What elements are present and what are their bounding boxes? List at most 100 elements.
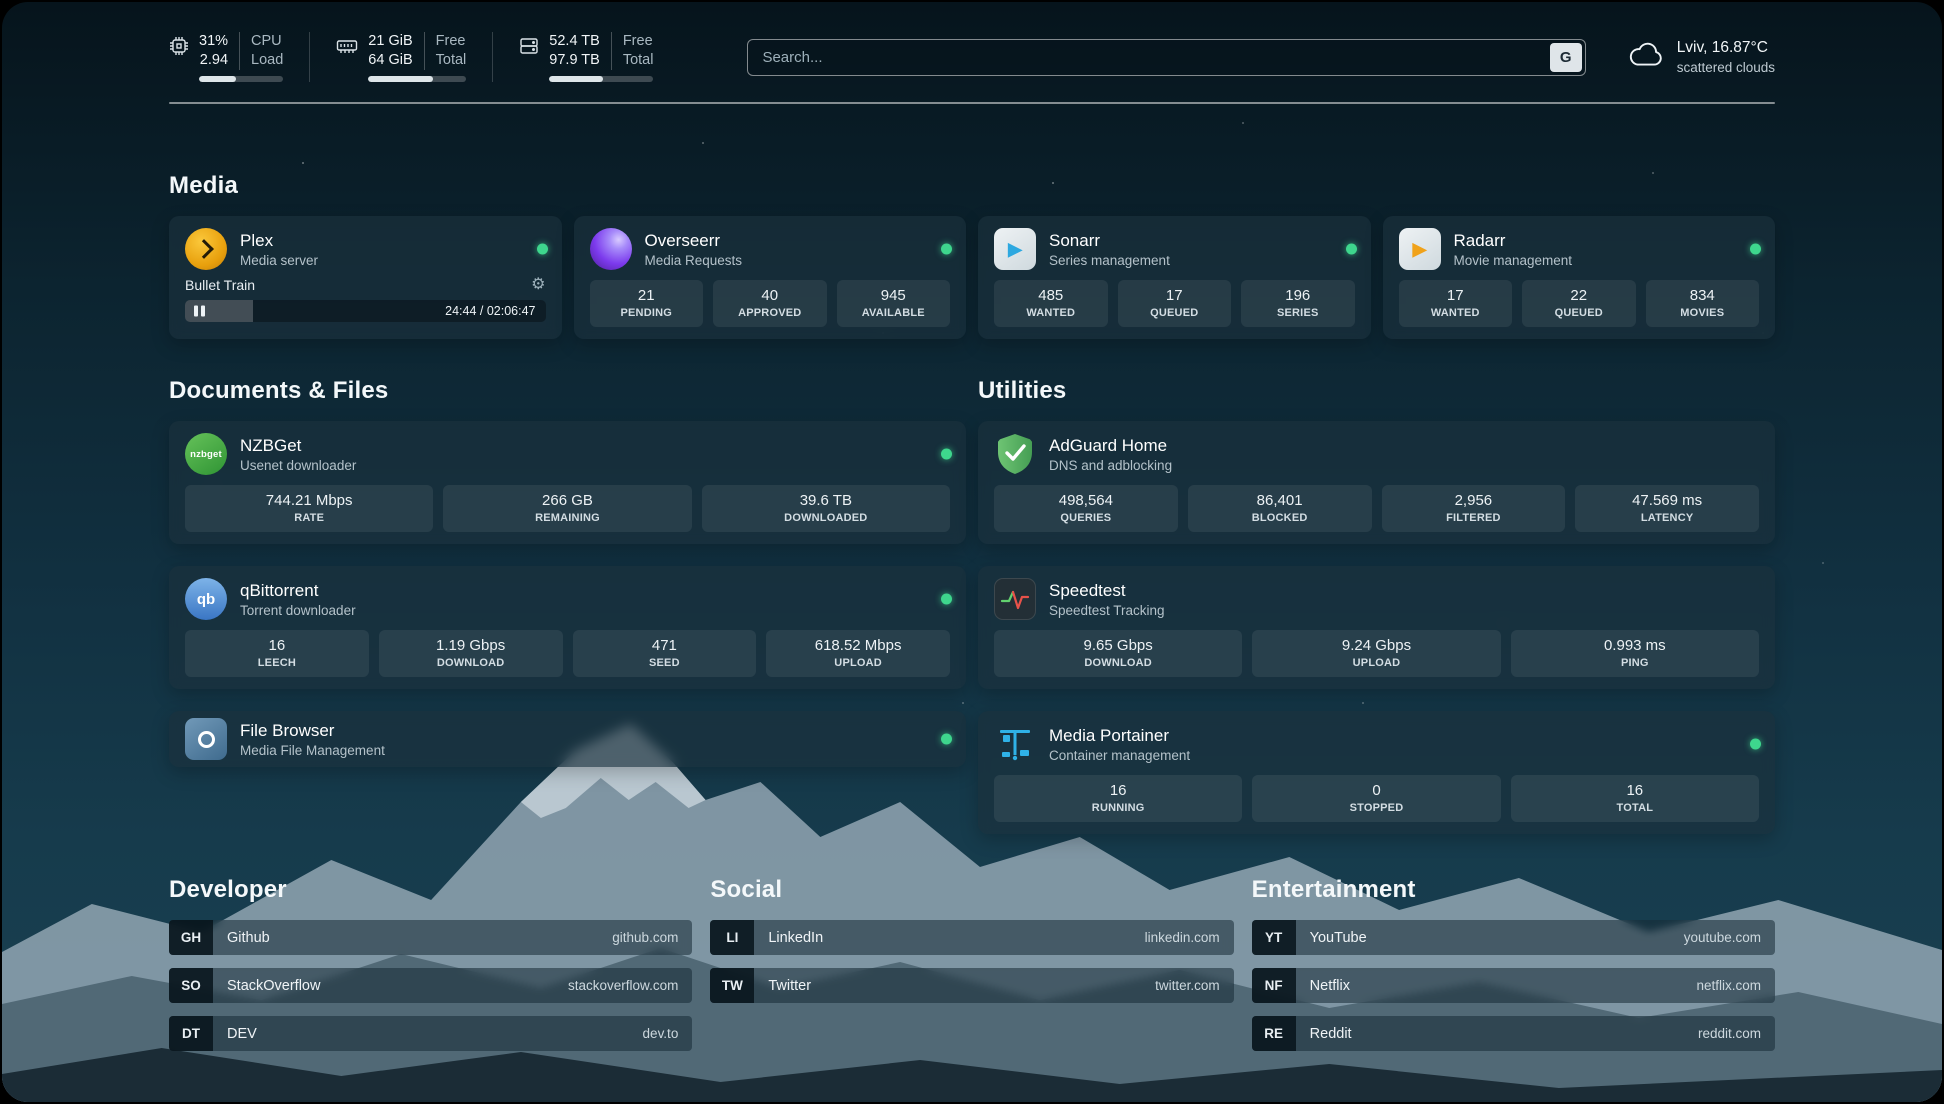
section-title-entertainment: Entertainment bbox=[1251, 876, 1416, 903]
app-name: Speedtest bbox=[1049, 580, 1126, 600]
ram-total-label: Total bbox=[435, 52, 467, 68]
bookmark-url: stackoverflow.com bbox=[568, 978, 679, 993]
stat-value: 0 bbox=[1372, 782, 1381, 799]
disk-usage-bar bbox=[549, 76, 654, 82]
app-description: DNS and adblocking bbox=[1049, 458, 1173, 474]
section-media: Media Plex Media server Bullet Train ⚙ bbox=[169, 172, 1775, 339]
section-title-social: Social bbox=[710, 876, 783, 903]
linkedin-icon: LI bbox=[710, 920, 755, 955]
playback-time: 24:44 / 02:06:47 bbox=[445, 304, 536, 318]
stat-label: QUEUED bbox=[1150, 307, 1199, 319]
stat-series: 196 SERIES bbox=[1241, 280, 1355, 327]
stat-value: 471 bbox=[651, 637, 677, 654]
app-card-qbittorrent[interactable]: qb qBittorrent Torrent downloader 16 LEE… bbox=[169, 566, 966, 689]
bookmark-name: Github bbox=[227, 929, 270, 946]
app-description: Media Requests bbox=[644, 253, 743, 269]
stat-wanted: 17 WANTED bbox=[1398, 280, 1512, 327]
ram-free-label: Free bbox=[435, 33, 466, 49]
disk-usage-bar-fill bbox=[549, 76, 604, 82]
status-dot bbox=[941, 243, 952, 255]
stats-row: 485 WANTED 17 QUEUED 196 SERIES bbox=[994, 280, 1355, 327]
card-header: ▶ Radarr Movie management bbox=[1398, 228, 1761, 270]
bookmark-reddit[interactable]: RE Reddit reddit.com bbox=[1251, 1016, 1775, 1051]
app-card-overseerr[interactable]: Overseerr Media Requests 21 PENDING 40 A… bbox=[573, 216, 966, 339]
weather-widget[interactable]: Lviv, 16.87°C scattered clouds bbox=[1628, 39, 1775, 75]
bookmark-linkedin[interactable]: LI LinkedIn linkedin.com bbox=[710, 920, 1234, 955]
card-header: nzbget NZBGet Usenet downloader bbox=[185, 433, 952, 475]
reddit-icon: RE bbox=[1251, 1016, 1296, 1051]
stat-remaining: 266 GB REMAINING bbox=[443, 485, 692, 532]
bookmark-url: youtube.com bbox=[1683, 930, 1761, 945]
stat-value: 1.19 Gbps bbox=[436, 637, 506, 654]
card-header: Speedtest Speedtest Tracking bbox=[994, 578, 1759, 620]
stat-value: 9.65 Gbps bbox=[1083, 637, 1153, 654]
bookmark-url: github.com bbox=[612, 930, 679, 945]
stat-movies: 834 MOVIES bbox=[1645, 280, 1759, 327]
bookmark-name: DEV bbox=[227, 1025, 257, 1042]
bookmark-stackoverflow[interactable]: SO StackOverflow stackoverflow.com bbox=[169, 968, 693, 1003]
app-card-filebrowser[interactable]: File Browser Media File Management bbox=[169, 711, 966, 767]
stat-label: APPROVED bbox=[738, 307, 802, 319]
card-header: qb qBittorrent Torrent downloader bbox=[185, 578, 952, 620]
gear-icon[interactable]: ⚙ bbox=[531, 276, 546, 293]
disk-free-label: Free bbox=[622, 33, 653, 49]
stat-value: 744.21 Mbps bbox=[265, 492, 353, 509]
playback-progress-bar[interactable]: 24:44 / 02:06:47 bbox=[185, 300, 546, 322]
app-description: Movie management bbox=[1453, 253, 1573, 269]
search-input[interactable] bbox=[747, 38, 1586, 76]
stat-seed: 471 SEED bbox=[572, 630, 757, 677]
stat-label: WANTED bbox=[1026, 307, 1076, 319]
app-card-sonarr[interactable]: ▶ Sonarr Series management 485 WANTED bbox=[978, 216, 1371, 339]
stat-running: 16 RUNNING bbox=[994, 775, 1243, 822]
status-dot bbox=[941, 733, 952, 745]
app-name: NZBGet bbox=[240, 435, 302, 455]
card-header: File Browser Media File Management bbox=[185, 718, 952, 760]
stat-upload: 618.52 Mbps UPLOAD bbox=[766, 630, 950, 677]
app-card-portainer[interactable]: Media Portainer Container management 16 … bbox=[978, 711, 1775, 834]
app-card-radarr[interactable]: ▶ Radarr Movie management 17 WANTED bbox=[1382, 216, 1775, 339]
speedtest-icon bbox=[994, 578, 1036, 620]
bookmark-dev[interactable]: DT DEV dev.to bbox=[169, 1016, 693, 1051]
pause-icon[interactable] bbox=[194, 305, 205, 317]
stat-label: TOTAL bbox=[1616, 802, 1654, 814]
section-developer: Developer GH Github github.com SO StackO… bbox=[169, 876, 693, 1064]
ram-icon bbox=[336, 36, 358, 56]
stat-approved: 40 APPROVED bbox=[713, 280, 827, 327]
app-card-plex[interactable]: Plex Media server Bullet Train ⚙ 24:44 /… bbox=[169, 216, 562, 339]
bookmark-url: reddit.com bbox=[1697, 1026, 1761, 1041]
github-icon: GH bbox=[169, 920, 213, 955]
stat-queries: 498,564 QUERIES bbox=[994, 485, 1178, 532]
app-card-speedtest[interactable]: Speedtest Speedtest Tracking 9.65 Gbps D… bbox=[978, 566, 1775, 689]
search-engine-button[interactable]: G bbox=[1549, 42, 1582, 72]
app-card-nzbget[interactable]: nzbget NZBGet Usenet downloader 744.21 M… bbox=[169, 421, 966, 544]
section-title-utilities: Utilities bbox=[978, 377, 1067, 404]
stat-label: LEECH bbox=[257, 657, 297, 669]
section-social: Social LI LinkedIn linkedin.com TW Twitt… bbox=[710, 876, 1234, 1016]
card-header: ▶ Sonarr Series management bbox=[994, 228, 1357, 270]
bookmark-netflix[interactable]: NF Netflix netflix.com bbox=[1251, 968, 1775, 1003]
app-name: Radarr bbox=[1453, 230, 1506, 250]
cpu-percent: 31% bbox=[199, 33, 229, 49]
app-card-adguard[interactable]: AdGuard Home DNS and adblocking 498,564 … bbox=[978, 421, 1775, 544]
bookmark-youtube[interactable]: YT YouTube youtube.com bbox=[1251, 920, 1775, 955]
bookmark-github[interactable]: GH Github github.com bbox=[169, 920, 693, 955]
weather-condition: scattered clouds bbox=[1676, 60, 1775, 75]
youtube-icon: YT bbox=[1251, 920, 1296, 955]
ram-total-value: 64 GiB bbox=[368, 52, 413, 68]
stat-value: 485 bbox=[1038, 287, 1064, 304]
bookmark-twitter[interactable]: TW Twitter twitter.com bbox=[710, 968, 1234, 1003]
stat-stopped: 0 STOPPED bbox=[1252, 775, 1501, 822]
stat-value: 2,956 bbox=[1454, 492, 1493, 509]
stat-label: RATE bbox=[294, 512, 325, 524]
app-name: AdGuard Home bbox=[1049, 435, 1168, 455]
cpu-label: CPU bbox=[251, 33, 282, 49]
app-name: qBittorrent bbox=[240, 580, 319, 600]
stat-label: PING bbox=[1620, 657, 1649, 669]
stat-queued: 22 QUEUED bbox=[1522, 280, 1636, 327]
overseerr-icon bbox=[589, 228, 632, 270]
status-dot bbox=[1345, 243, 1357, 255]
stat-value: 196 bbox=[1285, 287, 1311, 304]
stat-label: STOPPED bbox=[1349, 802, 1404, 814]
